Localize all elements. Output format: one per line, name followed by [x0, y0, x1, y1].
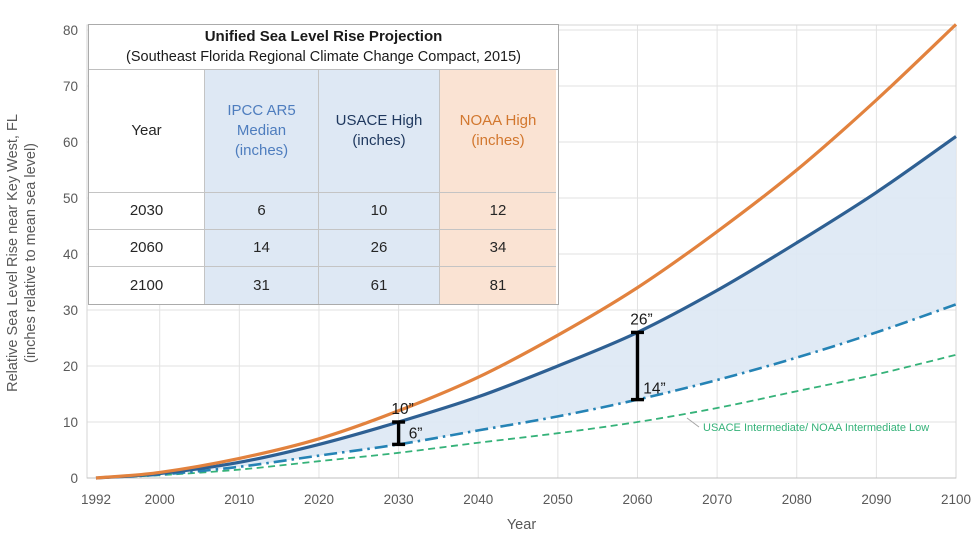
- x-axis-tick-label: 2020: [304, 492, 334, 507]
- table-subtitle: (Southeast Florida Regional Climate Chan…: [126, 49, 521, 65]
- y-axis-title-line1: Relative Sea Level Rise near Key West, F…: [5, 114, 21, 392]
- y-axis-tick-label: 10: [63, 415, 78, 430]
- y-axis-tick-label: 70: [63, 79, 78, 94]
- x-axis-title: Year: [507, 517, 536, 533]
- y-axis-title-line2: (inches relative to mean sea level): [23, 143, 39, 363]
- y-axis-tick-label: 40: [63, 247, 78, 262]
- series-label-leader-line: [686, 417, 700, 428]
- y-axis: 0 10 20 30 40 50 60 70 80: [63, 23, 78, 486]
- x-axis-tick-label: 2000: [145, 492, 175, 507]
- x-axis-tick-label: 2090: [861, 492, 891, 507]
- plot-area: [95, 23, 958, 480]
- x-axis-tick-label: 2070: [702, 492, 732, 507]
- y-axis-tick-label: 80: [63, 23, 78, 38]
- table-cell-year: 2060: [89, 230, 205, 267]
- annotation-bottom-label: 6”: [409, 425, 423, 442]
- curve-noaa-high: [95, 23, 958, 480]
- table-cell-ipcc: 14: [205, 230, 319, 267]
- y-axis-tick-label: 60: [63, 135, 78, 150]
- series-label-usace-intermediate: USACE Intermediate/ NOAA Intermediate Lo…: [703, 422, 929, 434]
- x-axis-tick-label: 2100: [941, 492, 971, 507]
- table-cell-ipcc: 31: [205, 267, 319, 304]
- table-title-box: Unified Sea Level Rise Projection (South…: [89, 25, 558, 70]
- curve-usace-high: [95, 135, 957, 480]
- x-axis-tick-label: 2010: [224, 492, 254, 507]
- table-cell-year: 2030: [89, 193, 205, 230]
- table-cell-noaa: 34: [440, 230, 556, 267]
- annotation-bottom-label: 14”: [643, 381, 665, 398]
- table-header-year: Year: [89, 70, 205, 193]
- annotation-top-label: 26”: [630, 311, 652, 328]
- y-axis-tick-label: 50: [63, 191, 78, 206]
- error-bar-annotation: 10”6”: [391, 401, 423, 447]
- projection-band: [96, 136, 956, 478]
- table-cell-year: 2100: [89, 267, 205, 304]
- x-axis-tick-label: 2030: [384, 492, 414, 507]
- x-axis-tick-label: 2080: [782, 492, 812, 507]
- curve-usace-intermediate-noaa-intermediate-low: [95, 353, 957, 479]
- y-axis-tick-label: 30: [63, 303, 78, 318]
- x-axis: 1992 2000 2010 2020 2030 2040 2050 2060 2070 2080…: [81, 492, 971, 507]
- table-cell-usace: 10: [319, 193, 440, 230]
- table-cell-noaa: 81: [440, 267, 556, 304]
- table-cell-usace: 26: [319, 230, 440, 267]
- table-title: Unified Sea Level Rise Projection: [204, 28, 443, 45]
- table-header-noaa-high: NOAA High (inches): [440, 70, 556, 193]
- annotation-top-label: 10”: [391, 401, 413, 418]
- y-axis-tick-label: 20: [63, 359, 78, 374]
- x-axis-tick-label: 1992: [81, 492, 111, 507]
- table-cell-noaa: 12: [440, 193, 556, 230]
- x-axis-tick-label: 2060: [622, 492, 652, 507]
- table-grid: Year IPCC AR5 Median (inches) USACE High…: [89, 70, 558, 304]
- curve-ipcc-ar5-median: [95, 303, 957, 480]
- error-bar-annotation: 26” 14”: [630, 311, 666, 402]
- y-axis-tick-label: 0: [70, 471, 78, 486]
- projection-table: Unified Sea Level Rise Projection (South…: [88, 24, 559, 305]
- table-header-usace-high: USACE High (inches): [319, 70, 440, 193]
- table-cell-usace: 61: [319, 267, 440, 304]
- x-axis-tick-label: 2040: [463, 492, 493, 507]
- table-cell-ipcc: 6: [205, 193, 319, 230]
- x-axis-tick-label: 2050: [543, 492, 573, 507]
- table-header-ipcc-ar5-median: IPCC AR5 Median (inches): [205, 70, 319, 193]
